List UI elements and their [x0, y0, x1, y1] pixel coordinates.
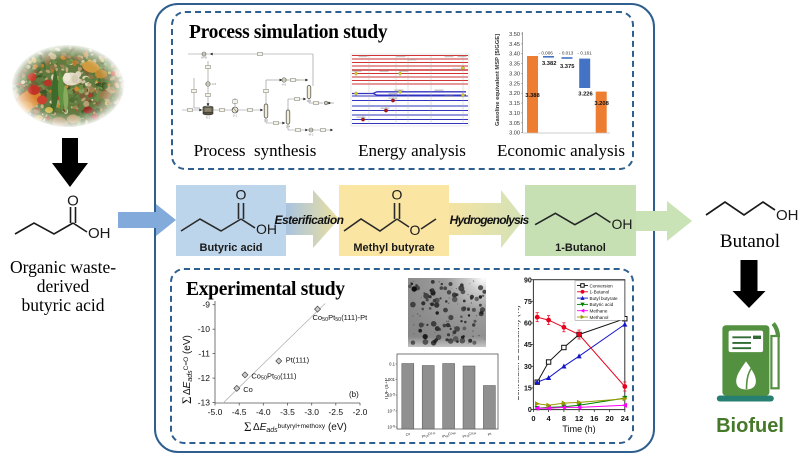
svg-text:3.50: 3.50 [509, 32, 520, 38]
svg-text:O: O [392, 187, 403, 203]
svg-text:Methanol: Methanol [590, 315, 609, 320]
svg-text:24: 24 [621, 414, 630, 423]
svg-text:Methane: Methane [590, 309, 608, 314]
svg-text:ΔEadsbutyryl+methoxy (eV): ΔEadsbutyryl+methoxy (eV) [253, 422, 347, 434]
svg-text:30: 30 [524, 364, 532, 371]
svg-text:3.10: 3.10 [509, 111, 520, 117]
svg-text:-9: -9 [202, 300, 210, 310]
svg-text:16: 16 [590, 414, 598, 423]
svg-text:3.388: 3.388 [525, 93, 540, 99]
svg-text:45: 45 [524, 342, 532, 349]
svg-text:- 0.006: - 0.006 [539, 50, 554, 55]
svg-text:3.15: 3.15 [509, 101, 520, 107]
svg-text:3.30: 3.30 [509, 71, 520, 77]
svg-text:OH: OH [88, 225, 111, 242]
svg-text:3.40: 3.40 [509, 52, 520, 58]
svg-text:OH: OH [612, 216, 633, 232]
svg-text:15: 15 [524, 386, 532, 393]
svg-text:3.05: 3.05 [509, 121, 520, 127]
svg-text:3.45: 3.45 [509, 42, 520, 48]
svg-text:3.208: 3.208 [594, 101, 609, 107]
svg-text:- 0.013: - 0.013 [559, 50, 574, 55]
svg-text:Pt50Co50: Pt50Co50 [442, 430, 457, 438]
svg-text:Time (h): Time (h) [562, 424, 595, 434]
svg-text:-3.0: -3.0 [304, 407, 319, 417]
svg-text:10-7: 10-7 [387, 409, 395, 414]
svg-text:3.00: 3.00 [509, 131, 520, 137]
svg-text:OH: OH [776, 207, 799, 224]
svg-text:3.25: 3.25 [509, 81, 520, 87]
svg-text:3.382: 3.382 [542, 61, 557, 67]
svg-text:Pt25Co75: Pt25Co75 [421, 430, 436, 438]
svg-text:Conversion: Conversion [590, 283, 614, 288]
svg-text:0.001: 0.001 [385, 377, 396, 382]
svg-text:75: 75 [524, 299, 532, 306]
svg-text:Co: Co [243, 385, 253, 394]
svg-text:ΔEadsC=O (eV): ΔEadsC=O (eV) [182, 335, 194, 395]
svg-text:-3.5: -3.5 [280, 407, 295, 417]
svg-text:HPB: HPB [201, 56, 207, 60]
svg-text:- 0.161: - 0.161 [577, 50, 592, 55]
svg-text:-12: -12 [198, 373, 211, 383]
svg-text:1-Butanol: 1-Butanol [590, 290, 610, 295]
svg-text:D-4: D-4 [286, 125, 291, 129]
svg-text:0: 0 [528, 407, 532, 414]
svg-text:Conversion & Selectivity (%): Conversion & Selectivity (%) [518, 305, 521, 401]
svg-text:-11: -11 [198, 349, 210, 359]
svg-text:-2.5: -2.5 [328, 407, 343, 417]
svg-text:Pt75Co25: Pt75Co25 [462, 430, 477, 438]
svg-text:D-3: D-3 [264, 119, 269, 123]
svg-text:20: 20 [605, 414, 613, 423]
svg-text:3.35: 3.35 [509, 62, 520, 68]
svg-text:3.375: 3.375 [560, 64, 575, 70]
svg-text:H-5: H-5 [212, 82, 217, 86]
svg-text:-5.0: -5.0 [208, 407, 223, 417]
svg-text:90: 90 [524, 277, 532, 284]
svg-text:60: 60 [524, 321, 532, 328]
svg-text:-2.0: -2.0 [353, 407, 367, 417]
svg-text:Pt: Pt [487, 432, 492, 437]
svg-text:Gasoline equivalent MSP [$/GGE: Gasoline equivalent MSP [$/GGE] [495, 34, 501, 126]
svg-text:Co: Co [405, 432, 411, 437]
svg-text:D-5: D-5 [307, 99, 312, 103]
svg-text:Σ: Σ [179, 396, 194, 404]
svg-text:TOF (s-1): TOF (s-1) [385, 379, 390, 400]
svg-text:10-5: 10-5 [387, 393, 395, 398]
svg-text:Co50Pt50(111)-Pt: Co50Pt50(111)-Pt [313, 313, 368, 323]
svg-text:M-2: M-2 [309, 133, 314, 137]
svg-text:0.1: 0.1 [389, 362, 395, 367]
svg-text:OH: OH [256, 221, 277, 237]
svg-text:3.226: 3.226 [578, 92, 593, 98]
svg-text:Co50Pt50(111): Co50Pt50(111) [251, 371, 297, 381]
svg-text:-13: -13 [198, 398, 211, 408]
svg-text:0: 0 [531, 414, 535, 423]
svg-text:-4.0: -4.0 [256, 407, 271, 417]
svg-text:-4.5: -4.5 [232, 407, 247, 417]
svg-text:H-6: H-6 [282, 83, 287, 87]
svg-text:O: O [410, 222, 421, 238]
svg-text:Butyric acid: Butyric acid [590, 302, 614, 307]
svg-text:D-1: D-1 [233, 114, 238, 118]
svg-text:4: 4 [547, 414, 552, 423]
svg-text:O: O [67, 193, 79, 210]
svg-text:10-9: 10-9 [387, 425, 395, 430]
svg-text:8: 8 [562, 414, 566, 423]
svg-text:-10: -10 [198, 324, 211, 334]
svg-text:Butyl butyrate: Butyl butyrate [590, 296, 619, 301]
svg-text:Σ: Σ [244, 419, 252, 434]
svg-text:3.20: 3.20 [509, 91, 520, 97]
svg-text:Pt(111): Pt(111) [286, 356, 310, 365]
svg-text:R-2: R-2 [206, 116, 211, 120]
svg-text:O: O [236, 187, 247, 203]
svg-text:(b): (b) [349, 390, 359, 399]
svg-text:12: 12 [575, 414, 583, 423]
